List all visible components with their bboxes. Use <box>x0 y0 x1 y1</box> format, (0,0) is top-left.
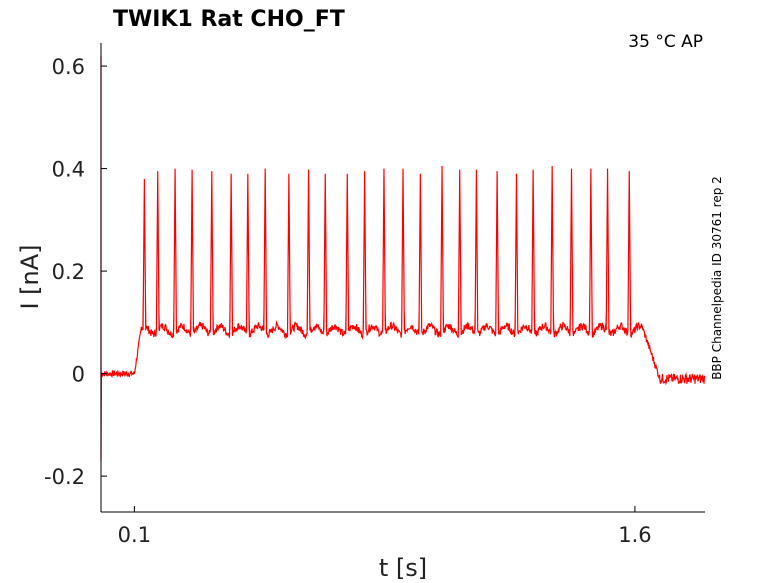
x-ticks: 0.1 1.6 <box>118 506 652 547</box>
y-tick-label: 0.6 <box>52 55 85 79</box>
series-trace <box>100 55 706 461</box>
x-axis-label: t [s] <box>379 554 427 582</box>
corner-annotation: 35 °C AP <box>628 32 703 52</box>
y-tick-label: 0.2 <box>52 260 85 284</box>
y-tick-label: 0.4 <box>52 158 85 182</box>
plot-area <box>100 55 706 461</box>
y-tick-label: -0.2 <box>44 465 85 489</box>
chart-title: TWIK1 Rat CHO_FT <box>113 7 345 32</box>
x-tick-label: 1.6 <box>618 523 651 547</box>
x-tick-label: 0.1 <box>118 523 151 547</box>
y-ticks: 0.6 0.4 0.2 0 -0.2 <box>44 55 107 489</box>
side-annotation: BBP Channelpedia ID 30761 rep 2 <box>710 176 724 380</box>
y-tick-label: 0 <box>72 363 85 387</box>
y-axis-label: I [nA] <box>16 244 44 309</box>
